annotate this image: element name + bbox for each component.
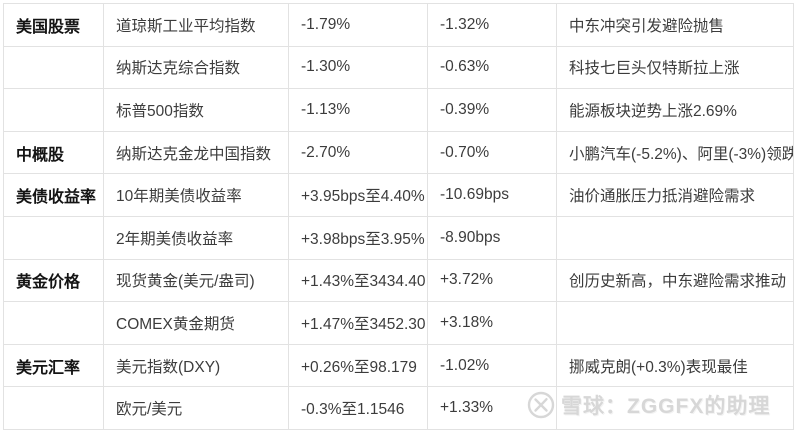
cell-change2: -0.39% [427,88,557,132]
table-row: 2年期美债收益率 +3.98bps至3.95% -8.90bps [3,215,794,260]
cell-change2: +3.72% [427,258,557,303]
table-row: 美国股票 道琼斯工业平均指数 -1.79% -1.32% 中东冲突引发避险抛售 [3,3,794,47]
cell-name: 欧元/美元 [103,386,289,430]
table-row: COMEX黄金期货 +1.47%至3452.30 +3.18% [3,301,794,345]
cell-note: 油价通胀压力抵消避险需求 [556,173,794,217]
cell-change1: +1.47%至3452.30 [288,301,428,345]
cell-name: COMEX黄金期货 [103,301,289,345]
cell-category [3,88,104,132]
cell-note: 能源板块逆势上涨2.69% [556,88,794,132]
cell-note [556,301,794,345]
cell-name: 纳斯达克金龙中国指数 [103,130,289,175]
cell-change2: -1.32% [427,3,557,47]
cell-change1: +3.98bps至3.95% [288,215,428,260]
cell-change1: -2.70% [288,130,428,175]
cell-note: 科技七巨头仅特斯拉上涨 [556,45,794,90]
table-row: 中概股 纳斯达克金龙中国指数 -2.70% -0.70% 小鹏汽车(-5.2%)、阿里(… [3,130,794,175]
cell-change2: -0.70% [427,130,557,175]
cell-note [556,386,794,430]
cell-category [3,386,104,430]
cell-name: 2年期美债收益率 [103,215,289,260]
table-row: 美债收益率 10年期美债收益率 +3.95bps至4.40% -10.69bps 油价通… [3,173,794,217]
cell-change2: -0.63% [427,45,557,90]
table-row: 美元汇率 美元指数(DXY) +0.26%至98.179 -1.02% 挪威克朗(+0.… [3,343,794,388]
cell-note: 创历史新高，中东避险需求推动 [556,258,794,303]
cell-name: 现货黄金(美元/盎司) [103,258,289,303]
cell-category [3,215,104,260]
cell-note: 小鹏汽车(-5.2%)、阿里(-3%)领跌 [556,130,794,175]
cell-change1: -1.30% [288,45,428,90]
cell-change1: +0.26%至98.179 [288,343,428,388]
cell-change1: +1.43%至3434.40 [288,258,428,303]
cell-category: 美债收益率 [3,173,104,217]
cell-category [3,45,104,90]
cell-change2: -8.90bps [427,215,557,260]
cell-change1: -0.3%至1.1546 [288,386,428,430]
table-body: 美国股票 道琼斯工业平均指数 -1.79% -1.32% 中东冲突引发避险抛售 纳斯达克综… [3,3,794,430]
cell-change1: -1.79% [288,3,428,47]
cell-change1: +3.95bps至4.40% [288,173,428,217]
cell-change2: +1.33% [427,386,557,430]
cell-change2: +3.18% [427,301,557,345]
cell-note: 挪威克朗(+0.3%)表现最佳 [556,343,794,388]
cell-name: 纳斯达克综合指数 [103,45,289,90]
table-row: 欧元/美元 -0.3%至1.1546 +1.33% [3,386,794,430]
cell-note [556,215,794,260]
cell-name: 美元指数(DXY) [103,343,289,388]
cell-name: 道琼斯工业平均指数 [103,3,289,47]
cell-name: 标普500指数 [103,88,289,132]
cell-change2: -10.69bps [427,173,557,217]
cell-category: 美国股票 [3,3,104,47]
table-row: 纳斯达克综合指数 -1.30% -0.63% 科技七巨头仅特斯拉上涨 [3,45,794,90]
market-summary-table: 美国股票 道琼斯工业平均指数 -1.79% -1.32% 中东冲突引发避险抛售 纳斯达克综… [3,3,794,430]
cell-category: 美元汇率 [3,343,104,388]
cell-category [3,301,104,345]
cell-change2: -1.02% [427,343,557,388]
cell-category: 黄金价格 [3,258,104,303]
table-row: 标普500指数 -1.13% -0.39% 能源板块逆势上涨2.69% [3,88,794,132]
table-row: 黄金价格 现货黄金(美元/盎司) +1.43%至3434.40 +3.72% 创历史新高… [3,258,794,303]
cell-name: 10年期美债收益率 [103,173,289,217]
cell-change1: -1.13% [288,88,428,132]
cell-note: 中东冲突引发避险抛售 [556,3,794,47]
cell-category: 中概股 [3,130,104,175]
